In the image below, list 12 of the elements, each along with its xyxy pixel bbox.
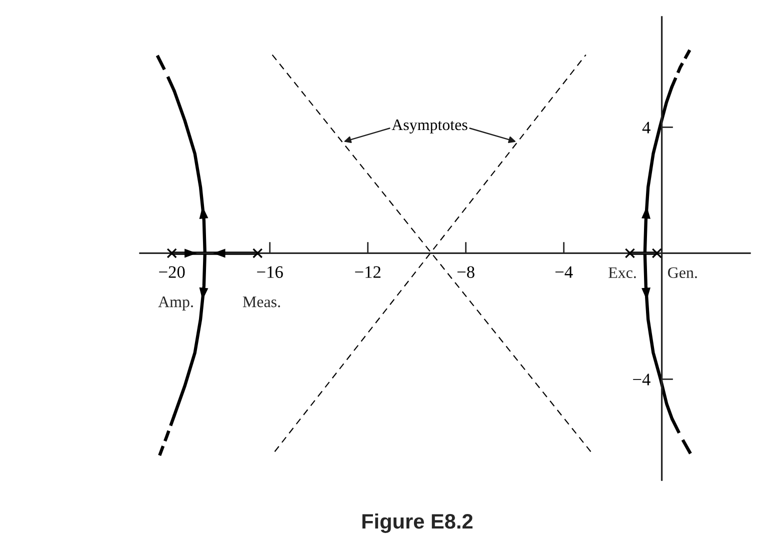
x-tick-label: −16 (257, 266, 283, 278)
x-tick-label: −4 (555, 266, 573, 278)
annotation: Gen. (668, 267, 697, 278)
annotation: Exc. (608, 267, 636, 278)
x-tick-label: −20 (159, 266, 185, 278)
text: Asymptotes (392, 119, 468, 134)
x-tick-label: −12 (355, 266, 380, 278)
y-tick-label: 4 (642, 122, 650, 134)
x-tick-label: −8 (457, 266, 474, 278)
annotation: Meas. (242, 296, 280, 308)
text: Figure E8.2 (362, 513, 473, 533)
annotation: Amp. (158, 296, 193, 310)
